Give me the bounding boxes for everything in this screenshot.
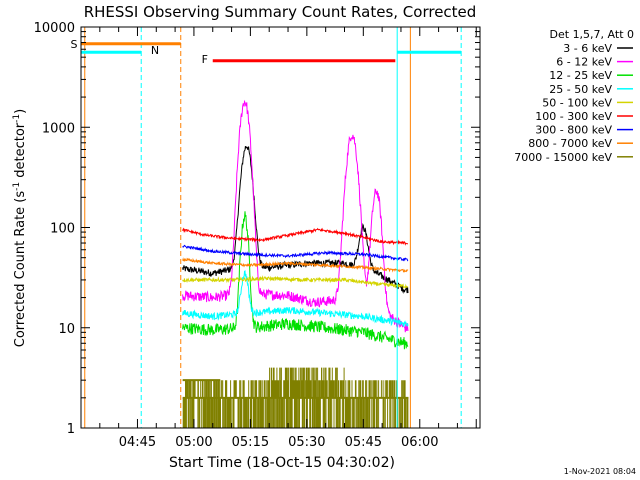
legend-entry-label: 7000 - 15000 keV	[514, 151, 612, 164]
legend-entry-label: 25 - 50 keV	[549, 83, 612, 96]
series-line-3-6-kevkev	[182, 146, 409, 294]
x-tick-label: 05:00	[175, 435, 212, 450]
series-line-800-7000-kevkev	[182, 257, 409, 273]
series-7000-15000-kev	[182, 367, 409, 428]
legend-entry-label: 6 - 12 keV	[556, 56, 612, 69]
y-tick-label: 100	[50, 222, 75, 237]
flag-label: N	[151, 44, 159, 57]
legend-entry-label: 50 - 100 keV	[542, 96, 612, 109]
legend-entry-label: 300 - 800 keV	[535, 124, 612, 137]
series-line-100-300-kevkev	[182, 227, 408, 246]
x-axis-label: Start Time (18-Oct-15 04:30:02)	[169, 455, 395, 471]
x-tick-label: 05:45	[345, 435, 382, 450]
y-tick-label: 10	[58, 322, 75, 337]
y-tick-label: 1	[67, 422, 75, 437]
series-line-25-50-kevkev	[182, 270, 409, 327]
series-layer	[182, 99, 409, 428]
x-tick-label: 05:15	[232, 435, 269, 450]
series-line-12-25-kevkev	[182, 211, 409, 350]
x-tick-label: 05:30	[288, 435, 325, 450]
x-axis: 04:45 05:00 05:15 05:30 05:45 06:00	[99, 27, 477, 450]
x-tick-label: 04:45	[119, 435, 156, 450]
legend-entry-label: 100 - 300 keV	[535, 110, 612, 123]
legend-entry-label: 3 - 6 keV	[563, 42, 612, 55]
footer-timestamp: 1-Nov-2021 08:04	[564, 467, 636, 476]
chart-title: RHESSI Observing Summary Count Rates, Co…	[84, 3, 477, 21]
flag-label: F	[202, 53, 208, 66]
legend-entry-label: 800 - 7000 keV	[528, 137, 612, 150]
flag-label: S	[71, 38, 78, 51]
series-line-300-800-kevkev	[182, 244, 409, 262]
y-tick-label: 10000	[34, 21, 75, 36]
y-tick-label: 1000	[42, 121, 75, 136]
x-tick-label: 06:00	[401, 435, 438, 450]
y-axis: 1 10 100 1000 10000	[34, 21, 480, 437]
series-line-50-100-kevkev	[182, 275, 409, 290]
legend-header: Det 1,5,7, Att 0	[550, 28, 634, 41]
y-axis-label: Corrected Count Rate (s-1 detector-1)	[12, 109, 28, 347]
legend-entry-label: 12 - 25 keV	[549, 69, 612, 82]
